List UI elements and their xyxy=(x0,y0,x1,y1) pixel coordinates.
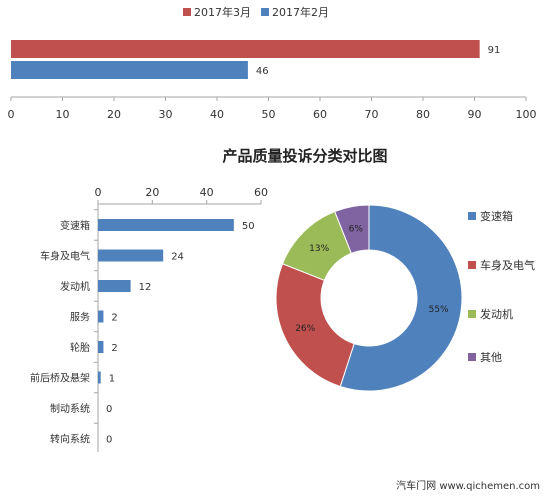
x-tick-label: 70 xyxy=(365,108,379,121)
legend-swatch-0 xyxy=(468,212,476,220)
category-label: 发动机 xyxy=(60,280,90,293)
bar-1 xyxy=(11,61,248,79)
donut-slice-1 xyxy=(275,263,355,388)
category-bar xyxy=(98,310,104,323)
category-label: 变速箱 xyxy=(60,219,90,232)
legend-label-2: 发动机 xyxy=(480,307,513,321)
category-label: 制动系统 xyxy=(50,402,90,415)
top-tick-label: 0 xyxy=(95,186,102,199)
x-tick-label: 10 xyxy=(56,108,70,121)
category-bar xyxy=(98,280,131,292)
category-bar xyxy=(98,341,104,353)
category-label: 转向系统 xyxy=(50,433,90,446)
legend-label-1: 2017年2月 xyxy=(272,5,329,19)
category-value: 1 xyxy=(109,374,115,385)
chart-title: 产品质量投诉分类对比图 xyxy=(222,147,387,165)
slice-label-2: 13% xyxy=(309,244,329,254)
x-tick-label: 90 xyxy=(468,108,482,121)
top-tick-label: 60 xyxy=(254,186,268,199)
legend-swatch-1 xyxy=(468,261,476,269)
category-bar xyxy=(98,219,234,231)
category-value: 24 xyxy=(171,252,184,263)
legend-swatch-1 xyxy=(261,8,269,16)
top-tick-label: 20 xyxy=(145,186,159,199)
category-value: 2 xyxy=(111,313,117,324)
x-tick-label: 50 xyxy=(262,108,276,121)
watermark-text: 汽车门网 www.qichemen.com xyxy=(396,479,540,492)
category-value: 50 xyxy=(242,221,255,232)
donut-slice-3 xyxy=(334,204,370,255)
category-value: 0 xyxy=(106,404,112,415)
donut-slice-0 xyxy=(339,204,463,392)
x-tick-label: 0 xyxy=(8,108,15,121)
bar-0 xyxy=(11,40,480,58)
x-tick-label: 100 xyxy=(516,108,537,121)
category-value: 2 xyxy=(111,343,117,354)
legend-swatch-3 xyxy=(468,353,476,361)
top-bar-chart: 2017年3月 2017年2月 91 46 0 10 20 30 40 50 60 70 80 90 100 xyxy=(8,5,537,121)
legend-label-0: 2017年3月 xyxy=(194,5,251,19)
legend-swatch-2 xyxy=(468,310,476,318)
category-label: 前后桥及悬架 xyxy=(30,372,90,385)
category-bar xyxy=(98,249,164,262)
x-tick-label: 20 xyxy=(107,108,121,121)
legend-label-0: 变速箱 xyxy=(480,209,513,223)
category-bar-chart: 0 20 40 60 变速箱 50 车身及电气 24 发动机 12 服务 2 轮胎 2 前后桥及悬架 1 制动系… xyxy=(30,186,268,452)
category-bar xyxy=(98,371,101,384)
category-label: 轮胎 xyxy=(70,341,90,354)
x-tick-label: 60 xyxy=(313,108,327,121)
x-tick-label: 40 xyxy=(210,108,224,121)
category-label: 服务 xyxy=(70,311,90,324)
category-value: 12 xyxy=(139,282,152,293)
slice-label-1: 26% xyxy=(295,324,315,334)
top-tick-label: 40 xyxy=(200,186,214,199)
x-tick-label: 80 xyxy=(416,108,430,121)
slice-label-3: 6% xyxy=(349,225,364,235)
bar-value-1: 46 xyxy=(256,66,269,77)
legend-label-1: 车身及电气 xyxy=(480,258,535,272)
legend-swatch-0 xyxy=(183,8,191,16)
slice-label-0: 55% xyxy=(429,305,449,315)
legend-label-3: 其他 xyxy=(480,351,502,364)
x-tick-label: 30 xyxy=(159,108,173,121)
category-value: 0 xyxy=(106,435,112,446)
bar-value-0: 91 xyxy=(488,45,501,56)
category-label: 车身及电气 xyxy=(40,250,90,263)
